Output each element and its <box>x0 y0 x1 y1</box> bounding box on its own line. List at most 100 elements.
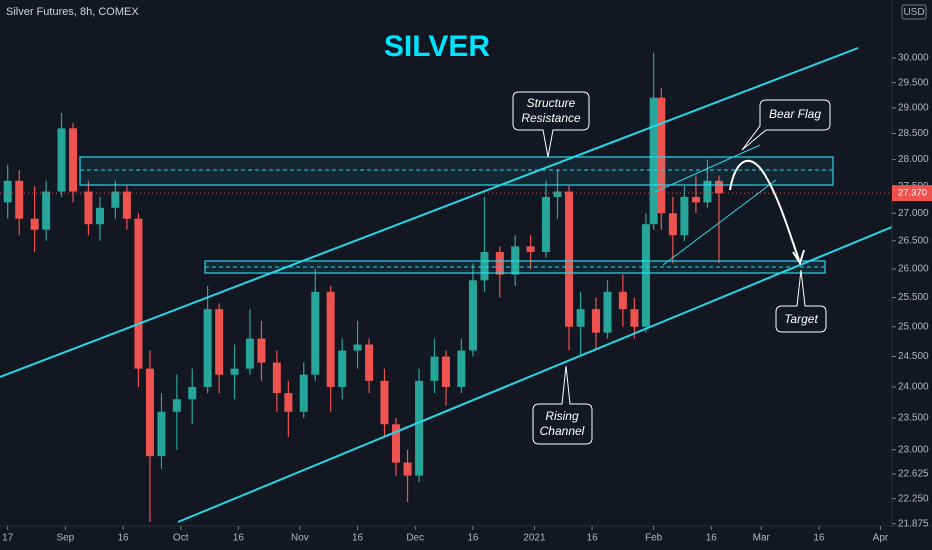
projection-arrow <box>729 160 800 261</box>
annotation-text: Resistance <box>521 111 581 125</box>
candle-body <box>188 386 197 400</box>
callouts <box>512 91 831 445</box>
x-tick-label: 16 <box>813 533 825 544</box>
candle-body <box>245 338 254 369</box>
y-tick-label: 26.000 <box>898 264 929 275</box>
candle-body <box>553 191 562 197</box>
y-tick-label: 21.875 <box>898 518 929 529</box>
y-tick-label: 24.000 <box>898 382 929 393</box>
candle-body <box>15 180 24 219</box>
chart-title: SILVER <box>384 30 490 63</box>
candle-body <box>3 180 12 203</box>
candle-body <box>299 374 308 412</box>
x-tick-label: Apr <box>873 533 889 544</box>
candle-body <box>668 213 677 236</box>
annotation-text: Target <box>784 312 818 326</box>
candle-body <box>230 368 239 375</box>
y-tick-label: 28.000 <box>898 154 929 165</box>
callout-box <box>532 365 593 445</box>
candle-body <box>365 344 374 381</box>
x-tick-label: 16 <box>352 533 364 544</box>
candle-body <box>618 291 627 310</box>
arrow-head <box>792 249 805 266</box>
candle-body <box>591 309 600 333</box>
y-tick-label: 24.500 <box>898 351 929 362</box>
price-axis <box>892 0 932 550</box>
candle-body <box>714 180 723 194</box>
flag-lower <box>662 179 777 266</box>
y-tick-label: 22.625 <box>898 469 929 480</box>
candle-body <box>157 411 166 457</box>
candle-body <box>691 196 700 203</box>
x-tick-label: Sep <box>56 533 74 544</box>
candle-body <box>122 191 131 219</box>
x-tick-label: Nov <box>291 533 309 544</box>
candle-body <box>630 309 639 327</box>
y-tick-label: 25.000 <box>898 321 929 332</box>
candle-body <box>403 462 412 476</box>
candle-body <box>69 128 78 192</box>
candle-body <box>680 196 689 236</box>
candle-body <box>30 218 39 230</box>
candle-body <box>203 309 212 387</box>
candle-body <box>338 350 347 387</box>
currency-box <box>901 4 927 20</box>
candle-body <box>111 191 120 208</box>
x-tick-label: 16 <box>117 533 129 544</box>
upper-channel-line <box>0 47 859 378</box>
x-tick-label: 16 <box>706 533 718 544</box>
x-tick-label: Mar <box>753 533 771 544</box>
candle-body <box>215 309 224 375</box>
annotation-text: Bear Flag <box>769 107 821 121</box>
candle-body <box>326 291 335 387</box>
candle-body <box>565 191 574 327</box>
y-tick-label: 23.000 <box>898 444 929 455</box>
candle-body <box>576 309 585 327</box>
symbol-label: Silver Futures, 8h, COMEX <box>6 6 139 18</box>
candle-body <box>415 380 424 476</box>
y-tick-label: 29.000 <box>898 102 929 113</box>
resistance-zone <box>79 156 834 186</box>
candle-body <box>541 196 550 252</box>
last-price-tag <box>892 185 932 202</box>
currency-label: USD <box>903 7 924 18</box>
candle-body <box>145 368 154 457</box>
y-tick-label: 25.500 <box>898 292 929 303</box>
drawings <box>0 47 893 523</box>
candle-body <box>495 251 504 275</box>
plot-area <box>0 52 892 522</box>
candle-body <box>57 128 66 192</box>
candle-body <box>442 356 450 387</box>
y-tick-label: 27.000 <box>898 208 929 219</box>
x-tick-label: Feb <box>645 533 663 544</box>
y-tick-label: 22.250 <box>898 493 929 504</box>
lower-channel-line <box>177 226 893 523</box>
candle-body <box>468 280 477 351</box>
y-tick-label: 30.000 <box>898 52 929 63</box>
candle-body <box>42 191 51 230</box>
callout-box <box>512 91 590 158</box>
x-tick-label: 16 <box>467 533 479 544</box>
y-tick-label: 28.500 <box>898 128 929 139</box>
x-tick-label: Dec <box>406 533 424 544</box>
candle-body <box>134 218 143 369</box>
x-tick-label: 17 <box>2 533 14 544</box>
x-tick-label: 2021 <box>523 533 546 544</box>
candle-body <box>311 291 320 375</box>
candle-body <box>257 338 266 363</box>
candle-body <box>657 97 666 214</box>
candle-body <box>380 380 389 425</box>
y-tick-label: 29.500 <box>898 77 929 88</box>
candle-body <box>457 350 466 387</box>
candle-body <box>526 246 535 252</box>
candle-body <box>84 191 93 225</box>
candle-body <box>603 291 612 333</box>
callout-box <box>775 269 827 333</box>
callout-box <box>741 99 831 151</box>
x-tick-label: 16 <box>587 533 599 544</box>
candle-body <box>353 344 362 351</box>
annotation-text: Channel <box>540 424 585 438</box>
candle-body <box>641 224 650 327</box>
